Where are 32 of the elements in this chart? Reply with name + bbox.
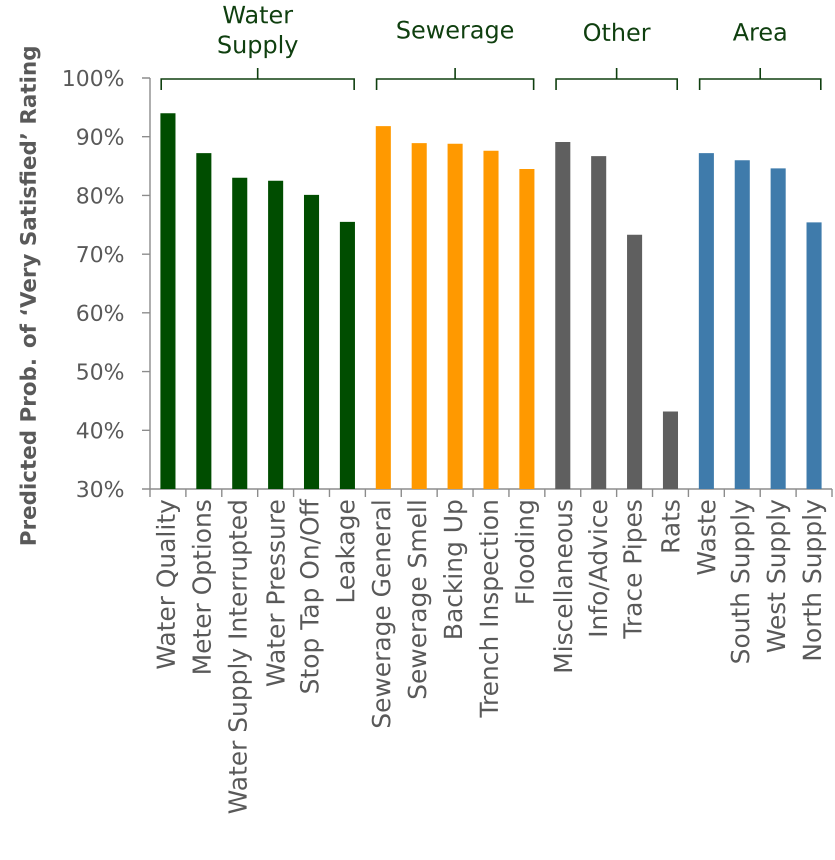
text: Sewerage xyxy=(397,20,514,44)
x-tick-label: Sewerage Smell xyxy=(407,502,432,698)
x-tick-label: Trench Inspection xyxy=(478,501,504,718)
x-tick-label: Water Quality xyxy=(156,500,180,669)
y-tick-label: 30% xyxy=(77,480,124,498)
x-tick-label: Sewerage General xyxy=(371,502,396,728)
y-axis-title: Predicted Prob. of ‘Very Satisfied’ Rating xyxy=(20,47,40,544)
y-tick-label: 90% xyxy=(77,128,124,145)
y-tick-label: 60% xyxy=(77,304,124,322)
y-tick-label: 50% xyxy=(77,363,124,380)
x-tick-label: North Supply xyxy=(802,500,826,660)
text: Other xyxy=(584,22,651,42)
x-tick-label: Backing Up xyxy=(443,500,468,638)
x-tick-label: Meter Options xyxy=(192,500,216,673)
x-tick-label: Waste xyxy=(697,500,716,575)
x-tick-label: South Supply xyxy=(730,500,754,663)
x-tick-label: Trace Pipes xyxy=(622,500,647,639)
x-tick-label: Rats xyxy=(661,500,680,552)
x-tick-label: Flooding xyxy=(514,501,539,603)
x-tick-label: Info/Advice xyxy=(588,500,610,636)
x-tick-label: Water Pressure xyxy=(266,500,285,686)
x-tick-label: Miscellaneous xyxy=(553,500,572,672)
text: Area xyxy=(732,23,786,41)
x-tick-label: Leakage xyxy=(335,500,360,602)
y-tick-label: 80% xyxy=(77,187,124,204)
x-tick-label: West Supply xyxy=(766,500,790,652)
y-tick-label: 100% xyxy=(64,70,124,86)
x-tick-label: Stop Tap On/Off xyxy=(299,498,324,693)
text: Water Supply xyxy=(218,6,298,58)
x-tick-label: Water Supply Interrupted xyxy=(228,501,252,814)
y-tick-label: 40% xyxy=(76,422,124,439)
y-tick-label: 70% xyxy=(78,246,124,262)
